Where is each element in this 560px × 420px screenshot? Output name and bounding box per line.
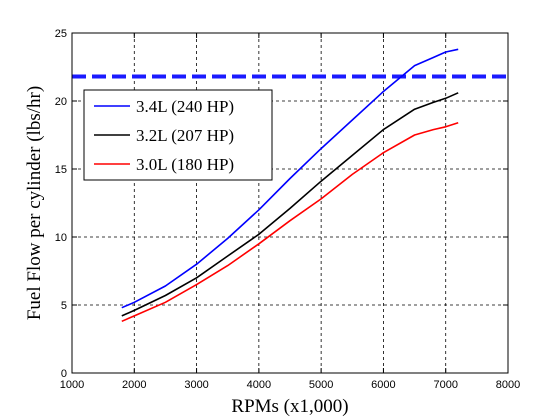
x-tick-label: 7000 <box>433 379 457 391</box>
y-tick-label: 5 <box>61 300 67 312</box>
x-tick-label: 6000 <box>371 379 395 391</box>
legend-label: 3.2L (207 HP) <box>136 126 234 145</box>
y-tick-label: 20 <box>55 96 67 108</box>
x-tick-label: 4000 <box>247 379 271 391</box>
series-layer <box>121 48 459 323</box>
y-tick-label: 15 <box>55 164 67 176</box>
x-tick-label: 5000 <box>309 379 333 391</box>
y-tick-label: 10 <box>55 232 67 244</box>
legend-label: 3.0L (180 HP) <box>136 155 234 174</box>
y-tick-label: 0 <box>61 368 67 380</box>
series-line <box>121 122 459 323</box>
legend: 3.4L (240 HP) 3.2L (207 HP) 3.0L (180 HP) <box>83 89 273 181</box>
axis-ticks: 1000 2000 3000 4000 5000 6000 7000 8000 0 5 10 15 20… <box>55 28 520 391</box>
legend-label: 3.4L (240 HP) <box>136 97 234 116</box>
x-tick-label: 8000 <box>496 379 520 391</box>
y-axis-title: Fuel Flow per cylinder (lbs/hr) <box>24 86 45 320</box>
series-line <box>121 48 459 309</box>
x-tick-label: 2000 <box>122 379 146 391</box>
x-axis-title: RPMs (x1,000) <box>231 396 348 417</box>
x-tick-label: 3000 <box>184 379 208 391</box>
y-tick-label: 25 <box>55 28 67 40</box>
x-tick-label: 1000 <box>60 379 84 391</box>
series-line <box>121 92 459 317</box>
plot-frame <box>71 32 509 374</box>
